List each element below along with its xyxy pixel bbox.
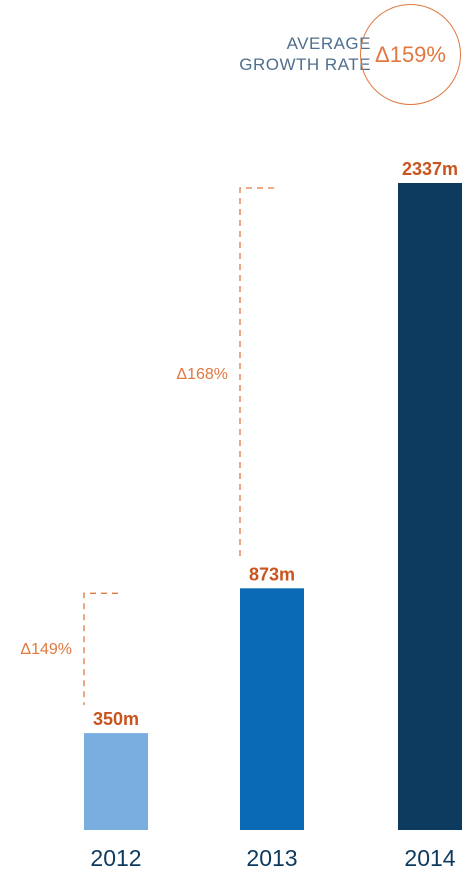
value-label-2013: 873m xyxy=(249,564,295,584)
value-label-2012: 350m xyxy=(93,709,139,729)
average-growth-badge: Δ159% xyxy=(360,4,461,105)
bar-2012 xyxy=(84,733,148,830)
year-label-2014: 2014 xyxy=(404,845,455,870)
growth-bracket-2012-2013 xyxy=(83,592,118,706)
growth-label-2013-2014: Δ168% xyxy=(176,366,228,383)
bar-2013 xyxy=(240,588,304,830)
value-label-2014: 2337m xyxy=(402,159,458,179)
average-growth-value: Δ159% xyxy=(375,41,446,67)
average-label-line2: GROWTH RATE xyxy=(239,55,371,74)
average-growth-label: AVERAGE GROWTH RATE xyxy=(239,33,371,75)
growth-bracket-2013-2014 xyxy=(239,187,274,561)
average-label-line1: AVERAGE xyxy=(286,34,371,53)
growth-label-2012-2013: Δ149% xyxy=(20,641,72,658)
year-label-2012: 2012 xyxy=(90,845,141,870)
bar-2014 xyxy=(398,183,462,830)
year-label-2013: 2013 xyxy=(246,845,297,870)
